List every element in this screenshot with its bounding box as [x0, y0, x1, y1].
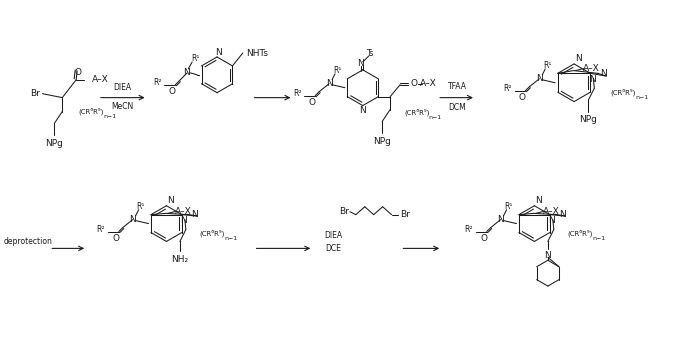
Text: (CR⁶R⁹): (CR⁶R⁹) [610, 88, 635, 96]
Text: Br: Br [339, 207, 349, 216]
Text: n−1: n−1 [593, 236, 605, 241]
Text: N: N [183, 68, 189, 77]
Text: DIEA: DIEA [324, 231, 342, 240]
Text: Ts: Ts [367, 50, 375, 59]
Text: N: N [357, 59, 364, 68]
Text: O: O [309, 98, 316, 107]
Text: A–X: A–X [92, 75, 109, 84]
Text: NH₂: NH₂ [171, 255, 189, 264]
Text: NPg: NPg [373, 137, 391, 146]
Text: deprotection: deprotection [3, 237, 52, 246]
Text: (CR⁶R⁹): (CR⁶R⁹) [200, 230, 225, 237]
Text: DIEA: DIEA [114, 83, 132, 92]
Text: (CR⁶R⁹): (CR⁶R⁹) [568, 230, 593, 237]
Text: O: O [410, 79, 417, 88]
Text: R¹: R¹ [136, 202, 145, 211]
Text: n−1: n−1 [103, 114, 116, 119]
Text: R¹: R¹ [543, 61, 552, 70]
Text: NPg: NPg [579, 116, 598, 125]
Text: NPg: NPg [45, 139, 64, 148]
Text: O: O [480, 234, 487, 243]
Text: R²: R² [503, 84, 512, 93]
Text: O: O [113, 234, 120, 243]
Text: N: N [359, 106, 366, 115]
Text: N: N [326, 79, 333, 88]
Text: MeCN: MeCN [112, 102, 134, 111]
Text: N: N [180, 216, 187, 225]
Text: (CR⁶R⁹): (CR⁶R⁹) [78, 108, 103, 115]
Text: N: N [545, 251, 552, 260]
Text: R¹: R¹ [505, 202, 513, 211]
Text: N: N [536, 74, 542, 83]
Text: N: N [549, 216, 555, 225]
Text: N: N [559, 210, 566, 219]
Text: A–X: A–X [175, 207, 192, 216]
Text: A–X: A–X [419, 79, 436, 88]
Text: DCM: DCM [448, 103, 466, 112]
Text: R²: R² [293, 89, 301, 98]
Text: O: O [169, 87, 176, 96]
Text: R¹: R¹ [333, 66, 341, 75]
Text: N: N [129, 215, 136, 224]
Text: (CR⁶R⁹): (CR⁶R⁹) [404, 109, 429, 116]
Text: N: N [497, 215, 504, 224]
Text: TFAA: TFAA [447, 82, 466, 91]
Text: Br: Br [31, 89, 41, 98]
Text: DCE: DCE [325, 244, 341, 253]
Text: N: N [191, 210, 198, 219]
Text: N: N [215, 47, 222, 57]
Text: R¹: R¹ [191, 54, 199, 64]
Text: Br: Br [401, 210, 410, 219]
Text: A–X: A–X [543, 207, 560, 216]
Text: A–X: A–X [583, 64, 600, 73]
Text: N: N [167, 196, 174, 205]
Text: O: O [519, 93, 526, 102]
Text: R²: R² [96, 225, 106, 234]
Text: n−1: n−1 [635, 95, 648, 100]
Text: N: N [589, 75, 596, 84]
Text: N: N [535, 196, 542, 205]
Text: R²: R² [153, 78, 161, 87]
Text: O: O [75, 68, 82, 77]
Text: N: N [575, 54, 582, 64]
Text: N: N [600, 69, 607, 78]
Text: n−1: n−1 [428, 115, 442, 120]
Text: R²: R² [465, 225, 473, 234]
Text: NHTs: NHTs [245, 49, 268, 58]
Text: n−1: n−1 [224, 236, 238, 241]
